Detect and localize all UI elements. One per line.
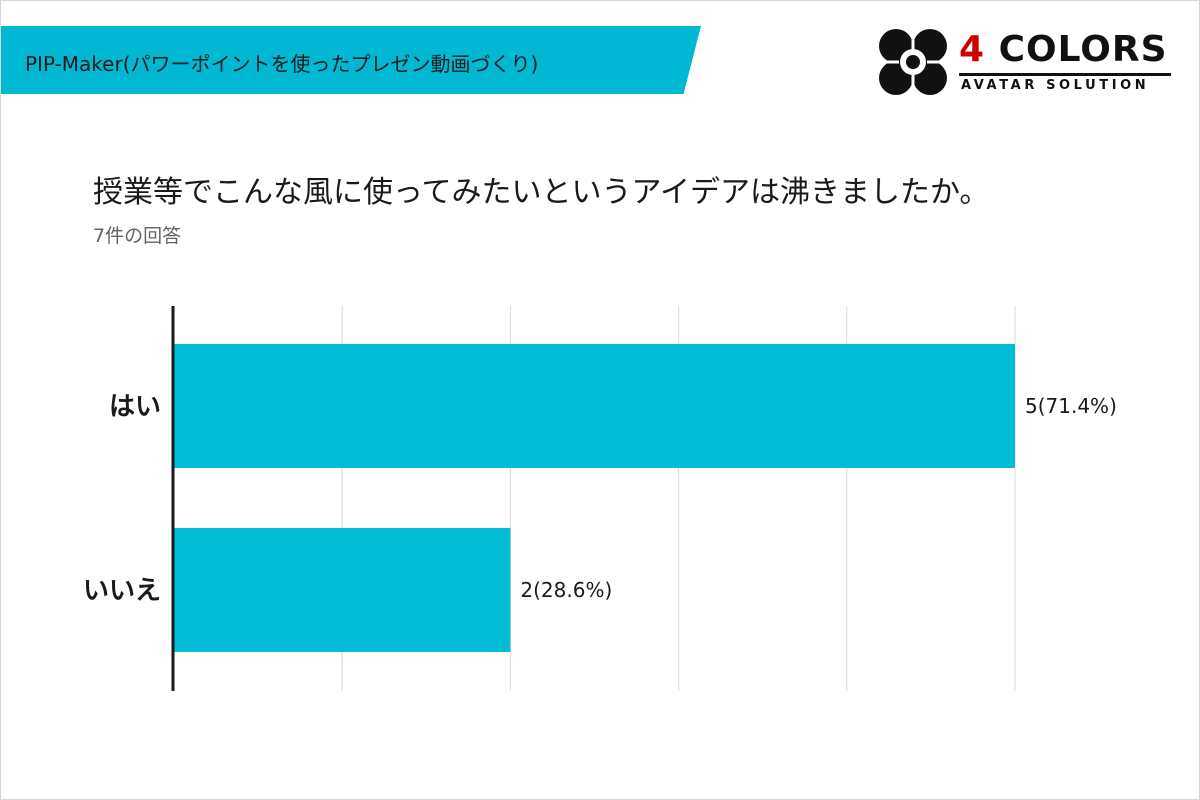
response-count: 7件の回答 (93, 225, 182, 247)
value-label-2: 2(28.6%) (520, 578, 612, 602)
logo-tagline: AVATAR SOLUTION (961, 78, 1150, 93)
logo-name: 4 COLORS (959, 29, 1168, 70)
logo-underline (959, 73, 1171, 76)
category-label-2: いいえ (83, 576, 161, 606)
brand-logo: 4 COLORS AVATAR SOLUTION (877, 27, 1177, 97)
bar-1 (174, 344, 1015, 468)
header-banner: PIP-Maker(パワーポイントを使ったプレゼン動画づくり) (1, 26, 701, 94)
logo-word: COLORS (985, 29, 1168, 70)
category-label-1: はい (109, 392, 161, 422)
bar-2 (174, 528, 511, 652)
survey-question: 授業等でこんな風に使ってみたいというアイデアは沸きましたか。 (93, 175, 990, 210)
value-label-1: 5(71.4%) (1025, 394, 1117, 418)
four-circles-logo-icon (877, 27, 949, 97)
header-title: PIP-Maker(パワーポイントを使ったプレゼン動画づくり) (25, 52, 539, 76)
logo-number: 4 (959, 29, 986, 70)
